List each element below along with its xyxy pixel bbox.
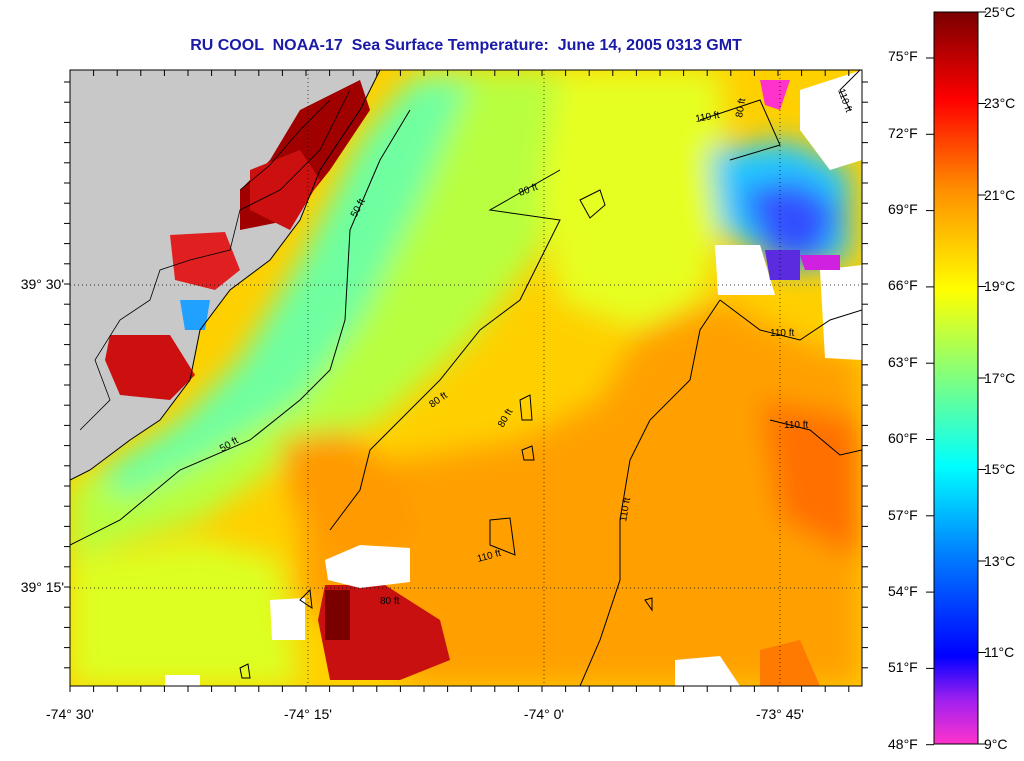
contour-label-110: 110 ft — [770, 328, 794, 339]
contour-50ft — [70, 109, 411, 546]
colorbar-c-label: 13°C — [984, 553, 1016, 569]
colorbar-f-label: 51°F — [888, 659, 918, 675]
colorbar-f-label: 54°F — [888, 583, 918, 599]
colorbar-c-label: 9°C — [984, 736, 1008, 752]
axis-ticks — [64, 70, 868, 692]
colorbar-c-label: 19°C — [984, 278, 1016, 294]
colorbar-c-label: 15°C — [984, 461, 1016, 477]
colorbar-c-label: 23°C — [984, 95, 1016, 111]
contour-label-110: 110 ft — [618, 496, 633, 522]
sst-field — [70, 70, 862, 686]
colorbar-f-label: 72°F — [888, 125, 918, 141]
lon-label: -74° 30' — [46, 706, 94, 722]
colorbar-f-label: 48°F — [888, 736, 918, 752]
lat-label: 39° 15' — [20, 579, 64, 595]
colorbar-f-label: 69°F — [888, 201, 918, 217]
contour-label-80: 80 ft — [380, 596, 400, 607]
lon-label: -74° 15' — [284, 706, 332, 722]
lat-label: 39° 30' — [20, 276, 64, 292]
colorbar-f-label: 75°F — [888, 48, 918, 64]
colorbar-c-label: 21°C — [984, 187, 1016, 203]
cloud-mask — [325, 545, 410, 588]
contour-label-110: 110 ft — [784, 420, 808, 431]
map-title: RU COOL NOAA-17 Sea Surface Temperature:… — [190, 37, 742, 54]
colorbar-f-label: 66°F — [888, 277, 918, 293]
colorbar — [933, 11, 979, 745]
map-frame — [69, 69, 863, 687]
lon-label: -73° 45' — [756, 706, 804, 722]
colorbar-f-label: 57°F — [888, 507, 918, 523]
contour-label-110: 110 ft — [695, 110, 721, 125]
colorbar-f-label: 63°F — [888, 354, 918, 370]
contour-80ft — [329, 169, 561, 531]
colorbar-f-label: 60°F — [888, 430, 918, 446]
contour-label-80: 80 ft — [734, 97, 748, 118]
colorbar-c-label: 25°C — [984, 4, 1016, 20]
colorbar-c-label: 11°C — [984, 644, 1015, 660]
contour-110ft — [719, 299, 862, 341]
colorbar-c-label: 17°C — [984, 370, 1016, 386]
lon-label: -74° 0' — [523, 706, 565, 722]
